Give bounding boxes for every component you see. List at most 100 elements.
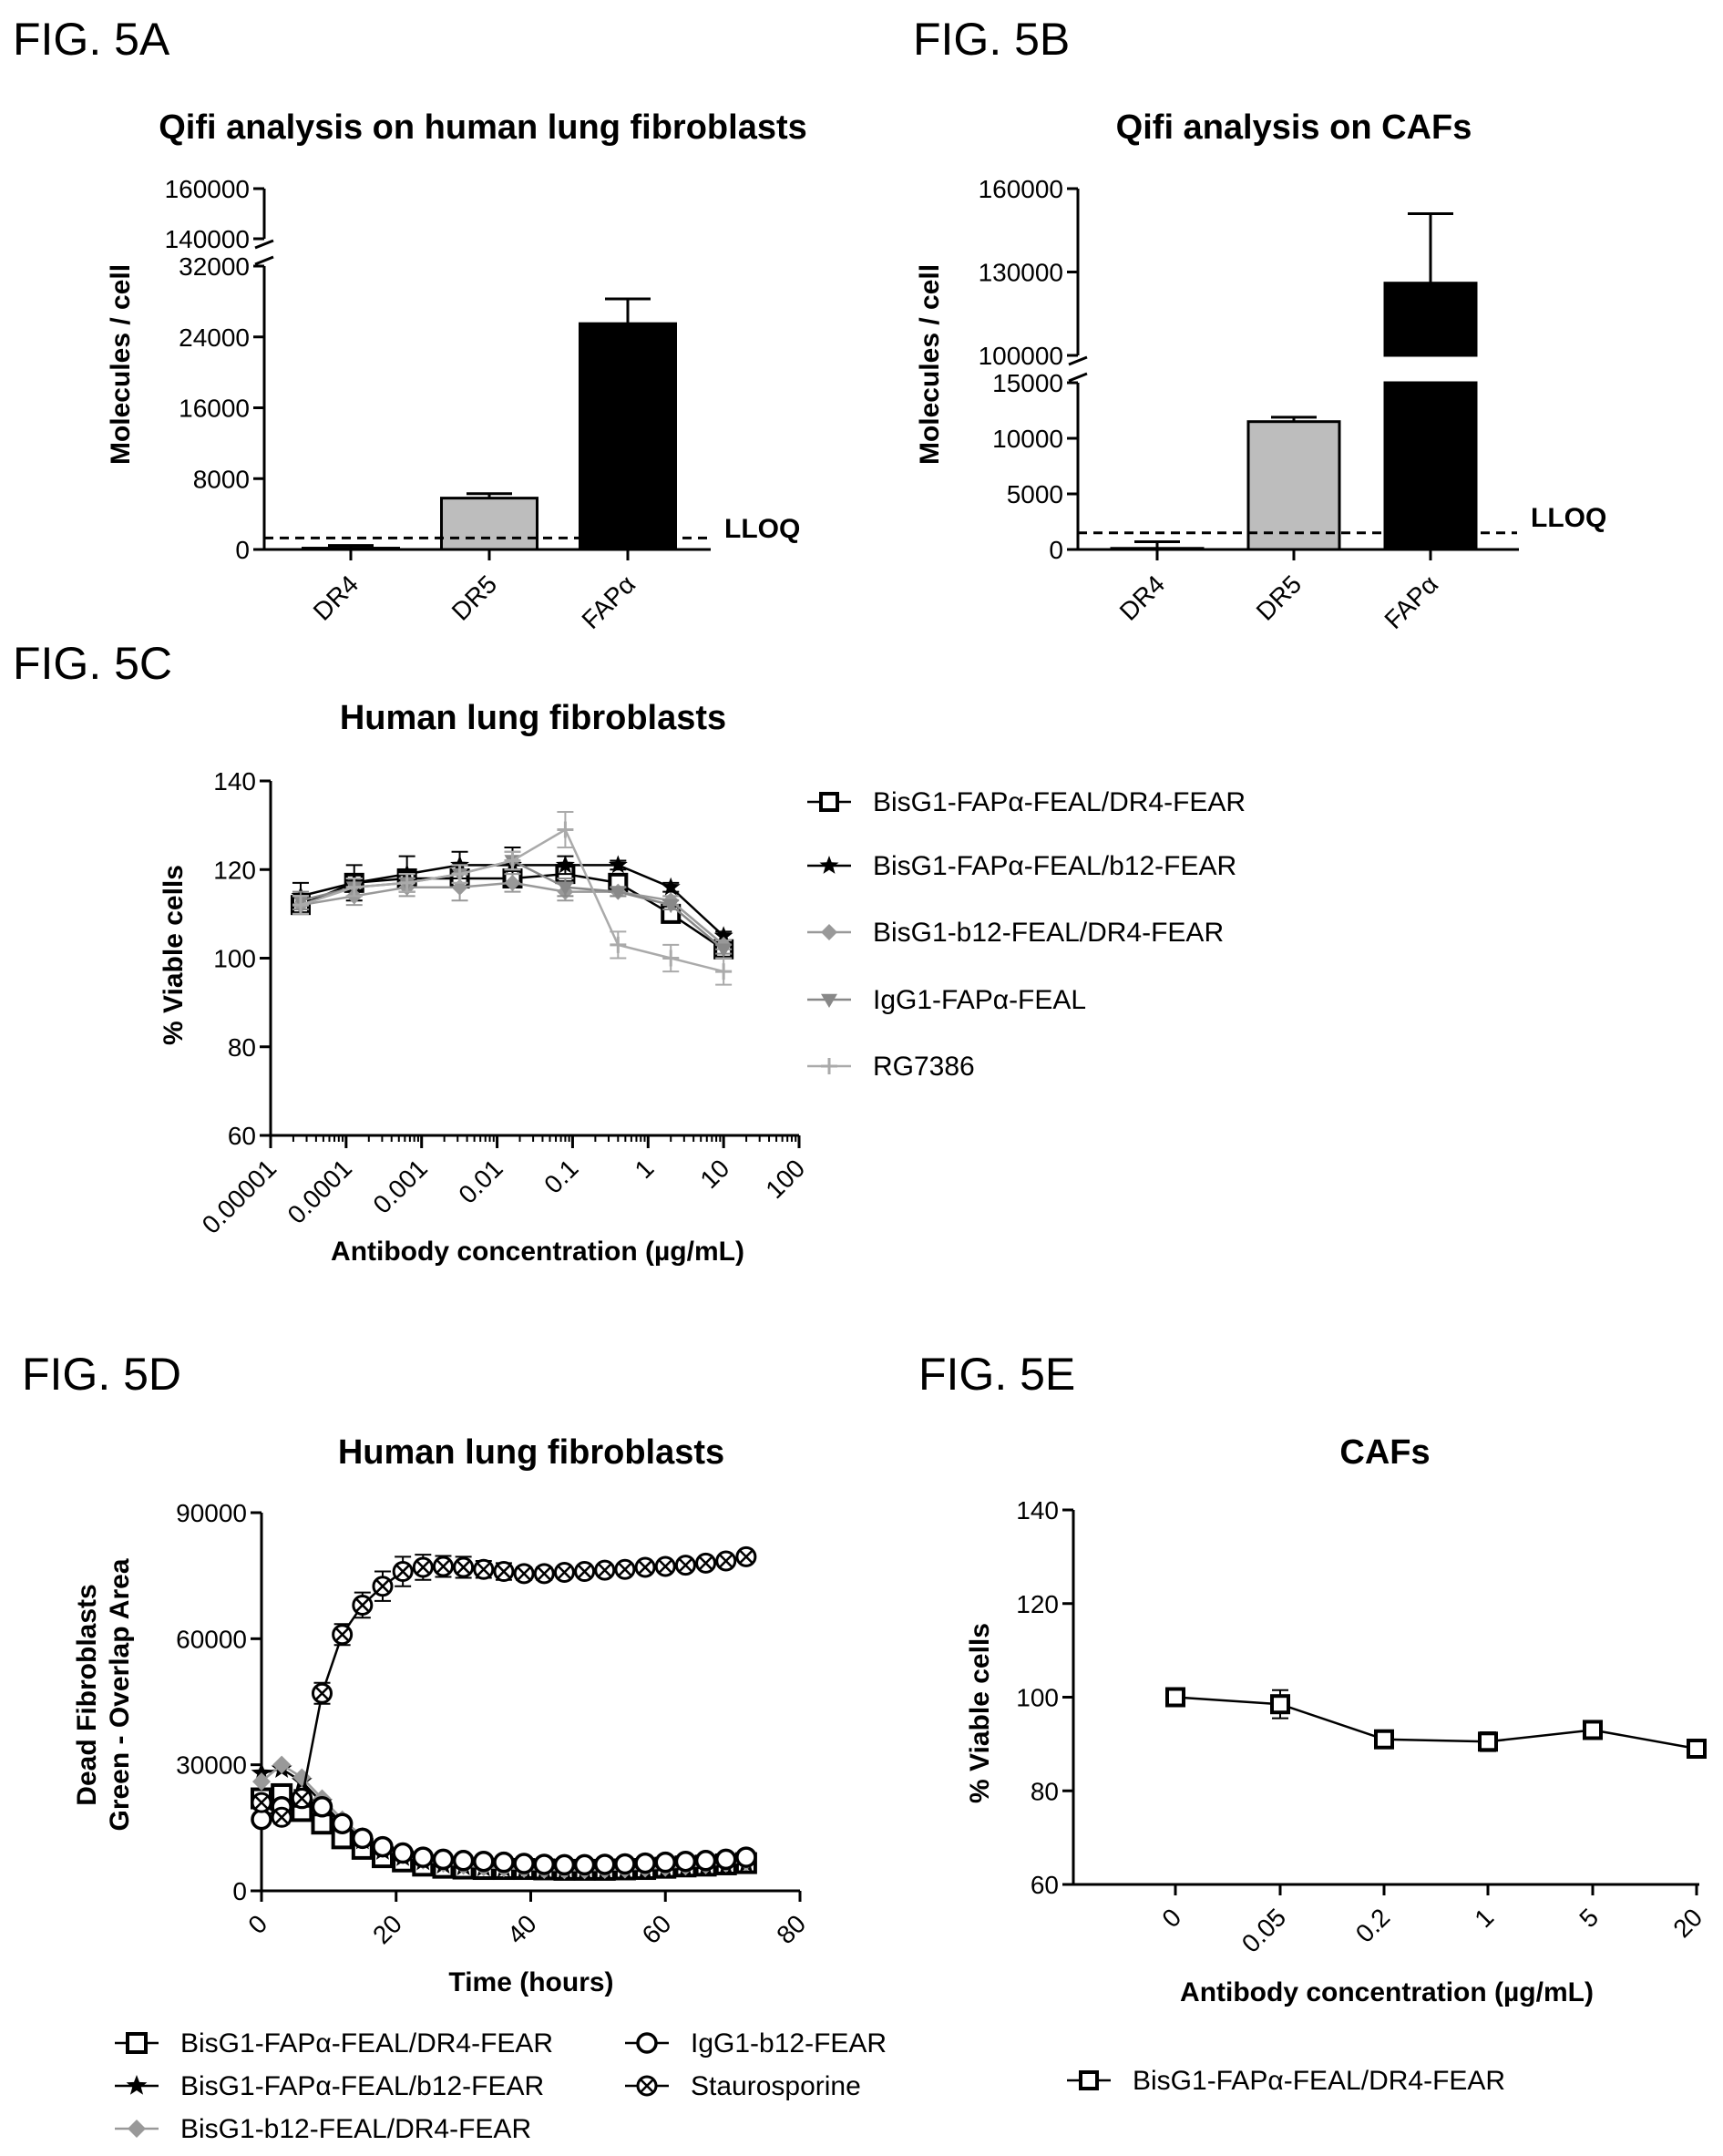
marker-square (1374, 1729, 1394, 1750)
x-tick-label: 0.2 (1350, 1903, 1395, 1947)
marker-square (819, 792, 839, 812)
marker-plus (345, 878, 363, 896)
y-axis-label: % Viable cells (159, 865, 189, 1045)
y-tick-label: 0 (1049, 536, 1063, 564)
marker-plus (451, 866, 468, 883)
chart-title: Qifi analysis on CAFs (1116, 108, 1472, 147)
marker-circle (674, 1850, 697, 1873)
marker-cross (456, 1560, 471, 1575)
x-tick-label: 0 (242, 1909, 272, 1939)
marker-cross (334, 1627, 350, 1642)
marker-square (1687, 1739, 1707, 1760)
marker-cross (375, 1578, 390, 1594)
chart-title: Human lung fibroblasts (340, 699, 726, 737)
marker-circle (392, 1842, 414, 1864)
y-axis-label: Dead Fibroblasts Green - Overlap Area (72, 1558, 135, 1831)
marker-triangle (662, 898, 680, 914)
panel-label: FIG. 5C (13, 638, 172, 689)
y-tick-label: 30000 (176, 1751, 247, 1780)
series-plus (292, 811, 733, 986)
x-tick-label: FAPα (1379, 570, 1443, 634)
legend-label: BisG1-FAPα-FEAL/b12-FEAR (180, 2071, 544, 2101)
marker-plus (504, 852, 521, 869)
x-tick-label: 10 (694, 1154, 734, 1194)
x-tick-label: 100 (760, 1154, 810, 1204)
marker-diamond (821, 924, 837, 940)
marker-star (251, 1761, 272, 1782)
x-tick-label: 0.001 (367, 1154, 432, 1218)
y-tick-label: 90000 (176, 1499, 247, 1527)
marker-circle (694, 1850, 717, 1872)
panel-5c: FIG. 5C Human lung fibroblasts % Viable … (13, 638, 1246, 1267)
panel-label: FIG. 5A (13, 14, 170, 65)
series-open-circle (251, 1787, 757, 1876)
marker-star (126, 2075, 148, 2095)
y-axis-label: % Viable cells (965, 1623, 995, 1803)
marker-circle (634, 1852, 656, 1874)
marker-cross (274, 1810, 290, 1825)
x-tick-label: 20 (367, 1909, 407, 1949)
chart-title: CAFs (1339, 1433, 1430, 1472)
axis-break-mark (1068, 355, 1088, 383)
y-tick-label: 140000 (165, 225, 250, 253)
marker-cross (294, 1791, 310, 1806)
x-tick-label: 80 (771, 1909, 811, 1949)
marker-star (450, 855, 469, 874)
marker-circle (352, 1827, 374, 1850)
marker-plus (662, 950, 680, 967)
marker-cross (638, 1560, 652, 1575)
y-axis-label-line2: Green - Overlap Area (105, 1558, 135, 1831)
y-tick-label: 60000 (176, 1625, 247, 1653)
marker-diamond (128, 2120, 146, 2138)
marker-star (397, 864, 417, 882)
y-tick-label: 8000 (193, 465, 250, 493)
y-tick-label: 100 (1016, 1684, 1059, 1712)
marker-plus (557, 821, 574, 838)
marker-cross (517, 1566, 531, 1581)
x-tick-label: 0.1 (538, 1154, 583, 1198)
marker-circle (331, 1812, 354, 1834)
marker-triangle (557, 881, 574, 896)
bar-upper (1383, 282, 1478, 357)
reference-line-label: LLOQ (1531, 503, 1606, 533)
marker-square (1478, 1731, 1498, 1752)
panel-5b: FIG. 5B Qifi analysis on CAFs Molecules … (913, 14, 1606, 634)
marker-cross (354, 1597, 370, 1613)
legend-label: Staurosporine (691, 2071, 861, 2101)
y-axis-label: Molecules / cell (106, 264, 136, 465)
y-tick-label: 140 (213, 767, 256, 796)
marker-star (608, 855, 628, 874)
marker-triangle (821, 993, 837, 1008)
legend-label: RG7386 (873, 1052, 975, 1082)
panel-label: FIG. 5D (22, 1349, 181, 1400)
marker-circle (311, 1796, 333, 1818)
marker-plus (715, 963, 733, 980)
x-axis-label: Time (hours) (448, 1967, 613, 1997)
legend: BisG1-FAPα-FEAL/DR4-FEAR BisG1-FAPα-FEAL/… (807, 787, 1246, 1082)
marker-cross (557, 1565, 572, 1580)
marker-cross (415, 1560, 431, 1575)
legend-label: IgG1-FAPα-FEAL (873, 985, 1086, 1015)
x-tick-label: 0 (1156, 1903, 1186, 1933)
legend: BisG1-FAPα-FEAL/DR4-FEAR (1067, 2066, 1505, 2096)
marker-plus (398, 874, 415, 891)
marker-circle (553, 1853, 576, 1876)
x-tick-label: 60 (637, 1909, 677, 1949)
marker-cross (476, 1562, 491, 1577)
reference-line-label: LLOQ (724, 514, 800, 544)
y-tick-label: 0 (235, 536, 250, 564)
legend-label: BisG1-b12-FEAL/DR4-FEAR (873, 918, 1224, 948)
y-tick-label: 100 (213, 945, 256, 973)
panel-5d: FIG. 5D Human lung fibroblasts Dead Fibr… (22, 1349, 887, 2144)
marker-cross (678, 1557, 693, 1573)
legend-label: BisG1-FAPα-FEAL/DR4-FEAR (180, 2028, 553, 2058)
marker-plus (610, 936, 627, 953)
x-tick-label: DR5 (1251, 570, 1308, 626)
marker-triangle (610, 886, 627, 900)
axis-break-mark (254, 239, 274, 266)
y-tick-label: 32000 (179, 252, 250, 281)
y-tick-label: 100000 (979, 342, 1063, 370)
y-tick-label: 140 (1016, 1496, 1059, 1525)
marker-triangle (715, 943, 733, 958)
